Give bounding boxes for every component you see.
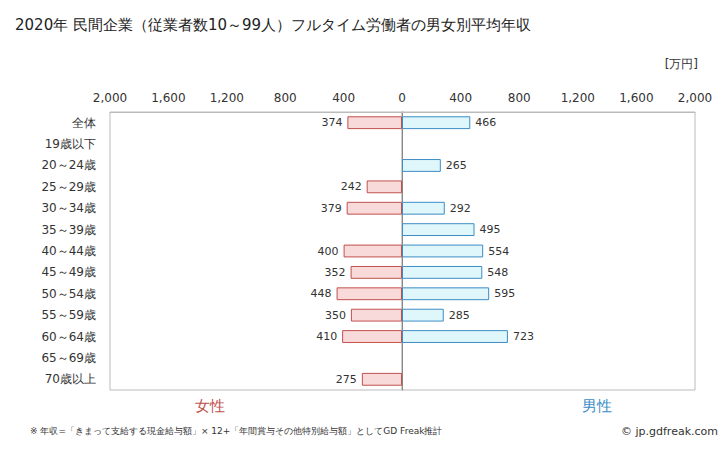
svg-text:275: 275 <box>336 373 357 386</box>
svg-text:40～44歳: 40～44歳 <box>41 244 96 258</box>
svg-text:1,600: 1,600 <box>619 91 653 105</box>
svg-text:60～64歳: 60～64歳 <box>41 330 96 344</box>
svg-text:[万円]: [万円] <box>665 57 698 71</box>
svg-text:0: 0 <box>398 91 406 105</box>
svg-text:410: 410 <box>316 330 337 343</box>
svg-text:25～29歳: 25～29歳 <box>41 180 96 194</box>
svg-text:1,600: 1,600 <box>151 91 185 105</box>
svg-text:242: 242 <box>341 180 362 193</box>
svg-text:30～34歳: 30～34歳 <box>41 201 96 215</box>
svg-text:※ 年収=「きまって支給する現金給与額」× 12+「年間賞与: ※ 年収=「きまって支給する現金給与額」× 12+「年間賞与その他特別給与額」と… <box>30 426 442 436</box>
svg-text:379: 379 <box>321 202 342 215</box>
svg-text:400: 400 <box>449 91 472 105</box>
svg-text:1,200: 1,200 <box>561 91 595 105</box>
svg-text:19歳以下: 19歳以下 <box>45 137 96 151</box>
svg-text:265: 265 <box>446 159 467 172</box>
svg-text:595: 595 <box>494 287 515 300</box>
svg-text:65～69歳: 65～69歳 <box>41 351 96 365</box>
svg-text:374: 374 <box>321 116 342 129</box>
svg-text:723: 723 <box>513 330 534 343</box>
svg-text:2,000: 2,000 <box>93 91 127 105</box>
svg-text:350: 350 <box>325 309 346 322</box>
svg-text:35～39歳: 35～39歳 <box>41 223 96 237</box>
svg-text:292: 292 <box>450 202 471 215</box>
svg-text:1,200: 1,200 <box>210 91 244 105</box>
svg-text:45～49歳: 45～49歳 <box>41 265 96 279</box>
svg-text:© jp.gdfreak.com: © jp.gdfreak.com <box>621 425 718 438</box>
svg-text:554: 554 <box>488 245 509 258</box>
svg-text:2020年 民間企業（従業者数10～99人）フルタイム労働者: 2020年 民間企業（従業者数10～99人）フルタイム労働者の男女別平均年収 <box>15 16 531 34</box>
svg-text:400: 400 <box>332 91 355 105</box>
svg-text:466: 466 <box>475 116 496 129</box>
svg-text:548: 548 <box>487 266 508 279</box>
svg-text:55～59歳: 55～59歳 <box>41 308 96 322</box>
svg-text:800: 800 <box>508 91 531 105</box>
svg-text:全体: 全体 <box>72 116 96 130</box>
svg-text:400: 400 <box>318 245 339 258</box>
svg-text:男性: 男性 <box>582 397 612 415</box>
svg-text:352: 352 <box>325 266 346 279</box>
svg-text:70歳以上: 70歳以上 <box>45 372 96 386</box>
svg-text:20～24歳: 20～24歳 <box>41 158 96 172</box>
svg-text:495: 495 <box>480 223 501 236</box>
svg-text:2,000: 2,000 <box>678 91 712 105</box>
svg-text:800: 800 <box>274 91 297 105</box>
svg-text:50～54歳: 50～54歳 <box>41 287 96 301</box>
svg-text:448: 448 <box>311 287 332 300</box>
svg-text:285: 285 <box>449 309 470 322</box>
svg-text:女性: 女性 <box>195 397 225 415</box>
